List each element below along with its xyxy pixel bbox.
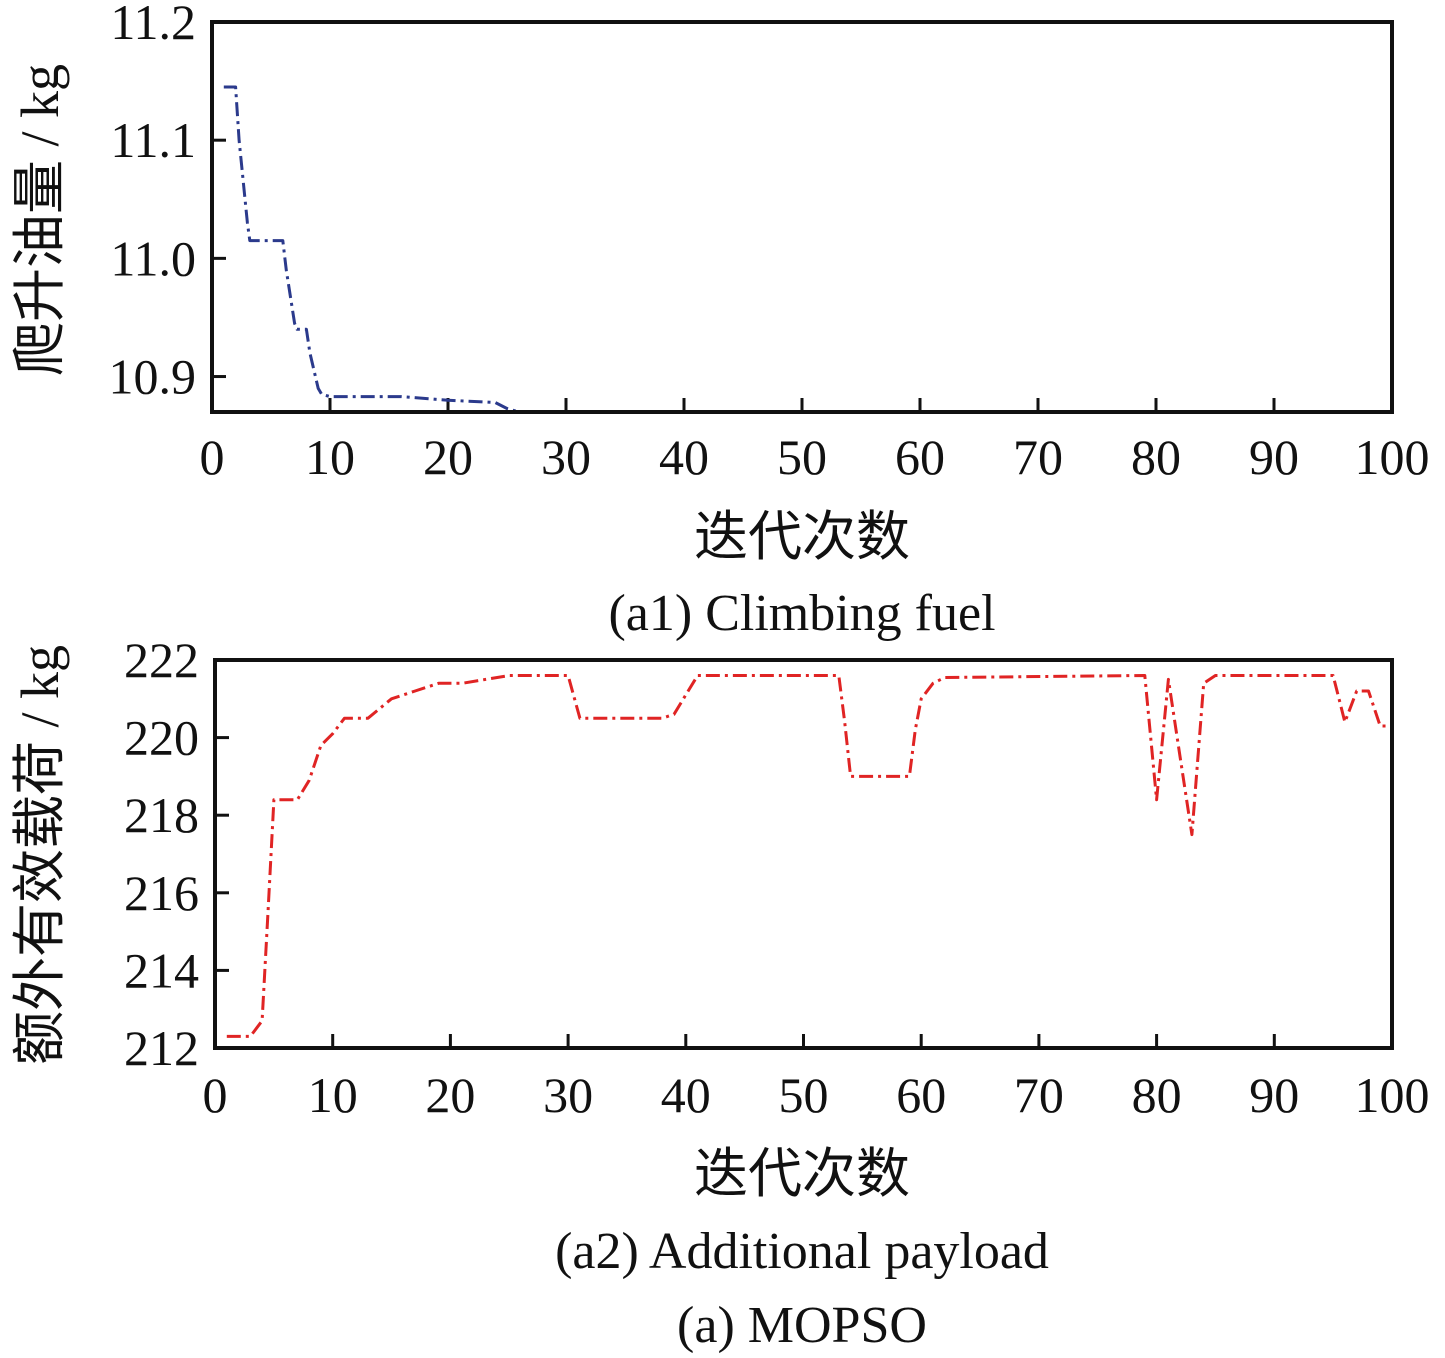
a2-x-tick-label: 90 <box>1249 1067 1299 1123</box>
a2-y-tick-label: 220 <box>124 710 199 766</box>
a2-x-tick-label: 20 <box>425 1067 475 1123</box>
a1-x-tick-label: 20 <box>423 429 473 485</box>
a1-x-tick-label: 10 <box>305 429 355 485</box>
a1-y-tick-label: 10.9 <box>109 349 197 405</box>
a1-x-tick-label: 80 <box>1131 429 1181 485</box>
a2-x-tick-label: 0 <box>203 1067 228 1123</box>
a2-x-tick-label: 30 <box>543 1067 593 1123</box>
a2-x-tick-label: 40 <box>661 1067 711 1123</box>
a2-x-tick-labels: 0 10 20 30 40 50 60 70 80 90 100 <box>203 1067 1430 1123</box>
a2-y-tick-label: 212 <box>124 1020 199 1076</box>
a1-ticks <box>210 20 1394 412</box>
a2-x-tick-label: 50 <box>779 1067 829 1123</box>
a2-x-tick-label: 70 <box>1014 1067 1064 1123</box>
a2-x-tick-label: 100 <box>1355 1067 1430 1123</box>
a2-series-line <box>226 674 1392 1038</box>
a2-x-tick-label: 80 <box>1132 1067 1182 1123</box>
a1-x-tick-label: 100 <box>1355 429 1430 485</box>
a2-x-tick-label: 10 <box>308 1067 358 1123</box>
a1-x-tick-label: 0 <box>200 429 225 485</box>
figure-caption: (a) MOPSO <box>677 1297 927 1354</box>
a2-y-tick-label: 216 <box>124 865 199 921</box>
a1-y-tick-labels: 10.9 11.0 11.1 11.2 <box>109 0 197 405</box>
chart-climbing-fuel: 0 10 20 30 40 50 60 70 80 90 100 10.911.011.111.2 … <box>10 0 1430 642</box>
a2-y-tick-label: 214 <box>124 942 199 998</box>
a2-x-tick-label: 60 <box>896 1067 946 1123</box>
a1-y-tick-label: 11.0 <box>110 230 196 286</box>
a1-x-tick-label: 90 <box>1249 429 1299 485</box>
a1-chart-title: (a1) Climbing fuel <box>608 585 995 642</box>
a1-plot-frame <box>210 20 1394 414</box>
a2-x-axis-label: 迭代次数 <box>694 1144 910 1204</box>
a1-x-tick-label: 50 <box>777 429 827 485</box>
a1-x-tick-label: 60 <box>895 429 945 485</box>
a1-x-tick-labels: 0 10 20 30 40 50 60 70 80 90 100 <box>200 429 1430 485</box>
a2-chart-title: (a2) Additional payload <box>555 1223 1049 1280</box>
a2-y-tick-label: 218 <box>124 787 199 843</box>
a1-y-axis-label: 爬升油量 / kg <box>10 64 70 376</box>
a1-x-tick-label: 40 <box>659 429 709 485</box>
a2-ticks <box>213 658 1394 1050</box>
chart-additional-payload: 0 10 20 30 40 50 60 70 80 90 100 212 214 216 218 220 22… <box>10 632 1430 1280</box>
a1-x-tick-label: 70 <box>1013 429 1063 485</box>
a1-y-tick-label: 11.2 <box>110 0 196 50</box>
a2-y-tick-labels: 212 214 216 218 220 222 <box>124 632 199 1076</box>
a1-x-axis-label: 迭代次数 <box>694 507 910 567</box>
a2-y-axis-label: 额外有效载荷 / kg <box>10 645 70 1065</box>
a2-plot-frame <box>213 658 1394 1050</box>
a1-y-tick-label: 11.1 <box>110 112 196 168</box>
a1-x-tick-label: 30 <box>541 429 591 485</box>
a1-series-line <box>223 85 520 414</box>
a2-y-tick-label: 222 <box>124 632 199 688</box>
